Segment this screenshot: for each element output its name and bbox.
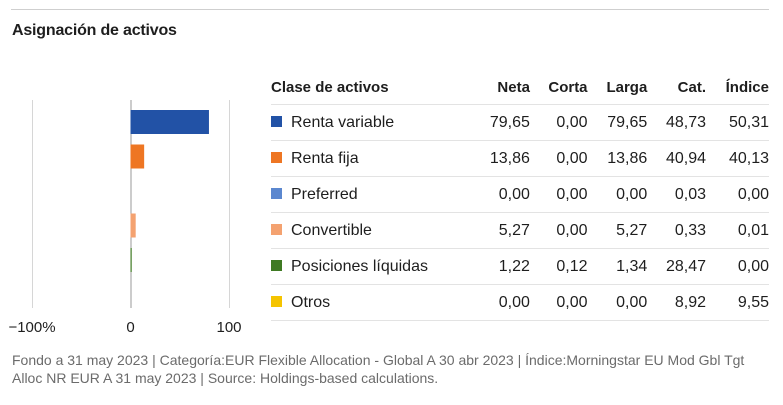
header-net: Neta: [497, 78, 530, 96]
asset-class-label: Renta variable: [291, 113, 395, 131]
legend-swatch: [271, 223, 282, 235]
short-value-cell: 0,00: [529, 212, 588, 249]
bar: [130, 144, 145, 169]
short-value-cell: 0,12: [529, 248, 588, 285]
table-row: Preferred 0,00 0,00 0,00 0,03 0,00: [271, 176, 769, 213]
legend-swatch: [271, 187, 282, 199]
short-value-cell: 0,00: [529, 176, 588, 213]
category-value-cell: 0,03: [647, 176, 707, 213]
asset-class-cell: Convertible: [271, 212, 472, 249]
header-long: Larga: [606, 78, 648, 96]
bar: [130, 213, 136, 238]
header-short: Corta: [548, 78, 588, 96]
bar: [130, 110, 209, 134]
bar: [130, 248, 132, 272]
category-value-cell: 28,47: [647, 248, 707, 285]
asset-class-cell: Posiciones líquidas: [271, 248, 472, 285]
category-value-cell: 0,33: [647, 212, 707, 249]
index-value-cell: 50,31: [706, 104, 769, 141]
category-value-cell: 48,73: [647, 104, 707, 141]
table-row: Renta fija 13,86 0,00 13,86 40,94 40,13: [271, 140, 769, 177]
net-value-cell: 13,86: [471, 140, 530, 177]
net-value-cell: 1,22: [471, 248, 530, 285]
x-tick-label: −100%: [8, 319, 55, 336]
legend-swatch: [271, 295, 282, 307]
table-row: Renta variable 79,65 0,00 79,65 48,73 50,31: [271, 104, 769, 141]
asset-class-label: Posiciones líquidas: [291, 257, 428, 275]
table-row: Posiciones líquidas 1,22 0,12 1,34 28,47 0,00: [271, 248, 769, 285]
table-header-row: Clase de activos Neta Corta Larga Cat. Í…: [271, 70, 769, 105]
net-value-cell: 0,00: [471, 176, 530, 213]
long-value-cell: 0,00: [587, 284, 648, 321]
net-value-cell: 0,00: [471, 284, 530, 321]
legend-swatch: [271, 151, 282, 163]
asset-class-cell: Otros: [271, 284, 472, 321]
header-category: Cat.: [677, 78, 707, 96]
index-value-cell: 0,01: [706, 212, 769, 249]
category-value-cell: 8,92: [647, 284, 707, 321]
long-value-cell: 1,34: [587, 248, 648, 285]
asset-class-label: Convertible: [291, 221, 372, 239]
asset-class-label: Otros: [291, 293, 331, 311]
x-tick-label: 0: [126, 319, 134, 336]
asset-class-cell: Renta fija: [271, 140, 472, 177]
short-value-cell: 0,00: [529, 104, 588, 141]
legend-swatch: [271, 115, 282, 127]
table-row: Otros 0,00 0,00 0,00 8,92 9,55: [271, 284, 769, 321]
index-value-cell: 0,00: [706, 176, 769, 213]
index-value-cell: 0,00: [706, 248, 769, 285]
net-value-cell: 79,65: [471, 104, 530, 141]
section-title: Asignación de activos: [12, 22, 177, 39]
asset-class-label: Renta fija: [291, 149, 359, 167]
asset-class-cell: Preferred: [271, 176, 472, 213]
net-value-cell: 5,27: [471, 212, 530, 249]
asset-class-cell: Renta variable: [271, 104, 472, 141]
legend-swatch: [271, 259, 282, 271]
asset-class-label: Preferred: [291, 185, 358, 203]
category-value-cell: 40,94: [647, 140, 707, 177]
table-row: Convertible 5,27 0,00 5,27 0,33 0,01: [271, 212, 769, 249]
long-value-cell: 0,00: [587, 176, 648, 213]
asset-allocation-table: Clase de activos Neta Corta Larga Cat. Í…: [271, 70, 769, 321]
index-value-cell: 9,55: [706, 284, 769, 321]
short-value-cell: 0,00: [529, 140, 588, 177]
long-value-cell: 13,86: [587, 140, 648, 177]
header-index: Índice: [725, 78, 769, 96]
index-value-cell: 40,13: [706, 140, 769, 177]
asset-allocation-bar-chart: −100% 0 100: [8, 100, 242, 336]
short-value-cell: 0,00: [529, 284, 588, 321]
header-asset-class: Clase de activos: [271, 78, 389, 96]
long-value-cell: 5,27: [587, 212, 648, 249]
top-divider: [11, 9, 769, 10]
x-tick-label: 100: [216, 319, 241, 336]
footnote: Fondo a 31 may 2023 | Categoría:EUR Flex…: [12, 352, 745, 386]
long-value-cell: 79,65: [587, 104, 648, 141]
